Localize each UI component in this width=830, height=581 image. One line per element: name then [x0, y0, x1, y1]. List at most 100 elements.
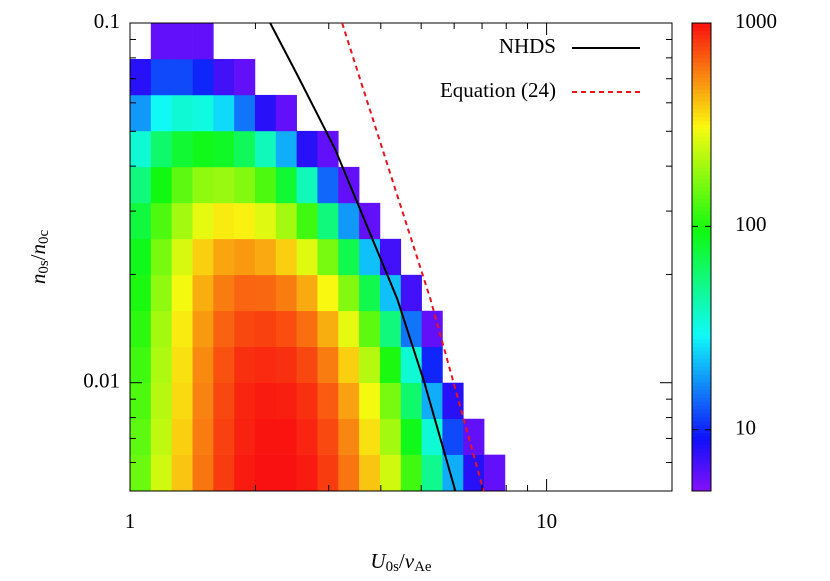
y-tick-label: 0.1: [94, 9, 120, 33]
colorbar-strip: [692, 420, 711, 426]
colorbar-strip: [692, 358, 711, 363]
colorbar-strip: [692, 163, 711, 168]
heatmap-cell: [296, 418, 318, 455]
colorbar-strip: [692, 190, 711, 196]
x-axis-label-part: U: [370, 549, 387, 573]
heatmap-cell: [234, 454, 256, 492]
heatmap-cell: [150, 274, 172, 312]
colorbar-tick-label: 10: [735, 416, 756, 440]
heatmap-cell: [275, 202, 297, 240]
heatmap-cell: [234, 274, 256, 312]
heatmap-cell: [317, 454, 339, 492]
heatmap-cell: [150, 418, 172, 455]
heatmap-cell: [421, 346, 443, 384]
heatmap-cell: [150, 166, 172, 204]
heatmap-cell: [171, 274, 193, 312]
heatmap-cell: [171, 418, 193, 455]
colorbar-strip: [692, 26, 711, 32]
colorbar-strip: [692, 475, 711, 480]
heatmap-cell: [130, 274, 152, 312]
colorbar-strip: [692, 38, 711, 43]
heatmap-cell: [379, 382, 402, 420]
heatmap-cell: [130, 58, 152, 96]
heatmap-cell: [484, 454, 506, 492]
y-axis-label-part: n: [26, 244, 50, 255]
heatmap-cell: [213, 202, 235, 240]
heatmap-cell: [254, 454, 277, 492]
colorbar-strip: [692, 249, 711, 254]
colorbar-strip: [692, 221, 711, 227]
colorbar-strip: [692, 401, 711, 406]
heatmap-cell: [400, 310, 422, 348]
model-line: [341, 22, 485, 492]
colorbar-strip: [692, 81, 711, 86]
heatmap-cell: [296, 130, 318, 168]
heatmap-cell: [192, 454, 214, 492]
heatmap-cell: [254, 130, 277, 168]
heatmap-cell: [275, 454, 297, 492]
heatmap-cell: [338, 454, 360, 492]
colorbar-strip: [692, 171, 711, 176]
colorbar-strip: [692, 23, 711, 28]
heatmap-cell: [275, 130, 297, 168]
colorbar-strip: [692, 46, 711, 51]
heatmap-cell: [150, 238, 172, 276]
heatmap-cell: [130, 454, 152, 492]
heatmap-cell: [275, 310, 297, 348]
heatmap-cell: [192, 274, 214, 312]
heatmap-cell: [171, 166, 193, 204]
heatmap-cell: [192, 310, 214, 348]
colorbar-strip: [692, 338, 711, 344]
heatmap-cell: [150, 94, 172, 132]
x-axis-label-part: 0s: [386, 559, 400, 575]
colorbar-strip: [692, 268, 711, 274]
colorbar-strip: [692, 479, 711, 484]
heatmap-cell: [338, 274, 360, 312]
colorbar-frame: [691, 22, 712, 492]
heatmap-cell: [379, 238, 402, 276]
colorbar-strip: [692, 198, 711, 203]
heatmap-cell: [130, 382, 152, 420]
colorbar-strip: [692, 194, 711, 199]
colorbar-strip: [692, 393, 711, 398]
colorbar-strip: [692, 280, 711, 285]
y-axis-label-part: 0s: [36, 260, 52, 274]
heatmap-cell: [338, 310, 360, 348]
heatmap-cell: [359, 346, 381, 384]
heatmap-cell: [150, 346, 172, 384]
colorbar-strip: [692, 245, 711, 250]
heatmap-cell: [338, 346, 360, 384]
heatmap-cell: [150, 310, 172, 348]
heatmap-cell: [234, 418, 256, 455]
heatmap-cell: [254, 166, 277, 204]
x-tick-label: 10: [536, 509, 557, 533]
colorbar-strip: [692, 483, 711, 488]
heatmap-cell: [296, 238, 318, 276]
heatmap-cell: [317, 310, 339, 348]
colorbar-strip: [692, 311, 711, 316]
heatmap-cell: [317, 130, 339, 168]
heatmap-cell: [463, 418, 485, 455]
colorbar-strip: [692, 370, 711, 375]
heatmap-cell: [296, 274, 318, 312]
colorbar-strip: [692, 155, 711, 160]
colorbar-strip: [692, 397, 711, 402]
heatmap-cell: [213, 454, 235, 492]
heatmap-cell: [192, 238, 214, 276]
colorbar-strip: [692, 58, 711, 63]
heatmap-cell: [213, 238, 235, 276]
colorbar-strip: [692, 424, 711, 430]
heatmap-cell: [359, 310, 381, 348]
heatmap-cell: [317, 346, 339, 384]
heatmap-cell: [192, 382, 214, 420]
heatmap-cell: [234, 58, 256, 96]
colorbar-strip: [692, 104, 711, 110]
heatmap-cell: [338, 202, 360, 240]
colorbar-strip: [692, 444, 711, 449]
heatmap-cell: [234, 130, 256, 168]
colorbar-strip: [692, 296, 711, 301]
colorbar-strip: [692, 377, 711, 383]
heatmap-cell: [442, 382, 464, 420]
heatmap-cell: [171, 346, 193, 384]
